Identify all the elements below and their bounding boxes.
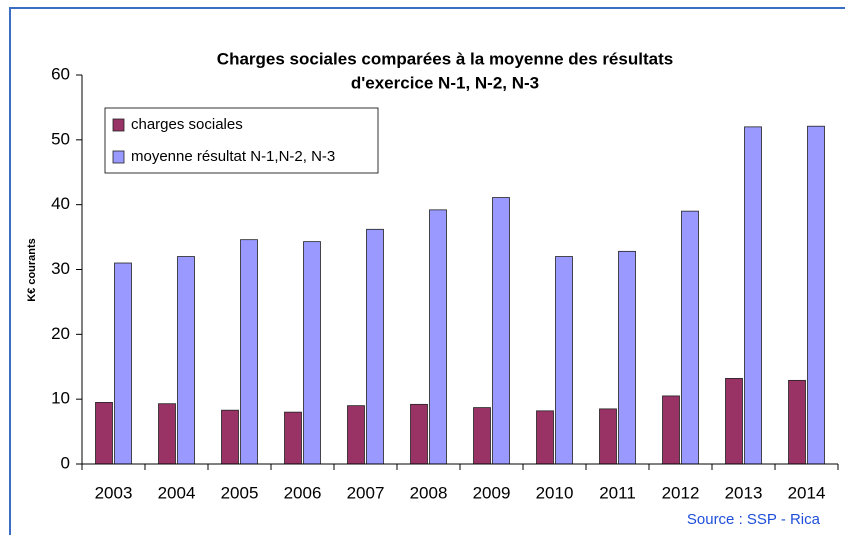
y-tick-label: 50 [51, 129, 70, 148]
x-tick-label: 2014 [788, 483, 826, 502]
chart-title: Charges sociales comparées à la moyenne … [217, 49, 673, 68]
y-axis-label: K€ courants [26, 238, 38, 302]
x-tick-label: 2006 [284, 483, 322, 502]
bar [725, 378, 743, 465]
x-tick-label: 2013 [725, 483, 763, 502]
bar [177, 256, 195, 465]
bar [492, 197, 510, 465]
x-tick-label: 2012 [662, 483, 700, 502]
frame [9, 7, 845, 535]
y-tick-label: 0 [61, 453, 70, 472]
bar [807, 125, 825, 465]
bar [788, 379, 806, 465]
legend-label: charges sociales [131, 116, 243, 133]
x-tick-label: 2007 [347, 483, 385, 502]
bar [555, 256, 573, 465]
source: Source : SSP - Rica [687, 511, 821, 528]
chart-title: d'exercice N-1, N-2, N-3 [351, 73, 539, 92]
bar [366, 228, 384, 465]
bar [473, 407, 491, 465]
legend-box [104, 107, 379, 174]
bar [599, 408, 617, 465]
legend-swatch [112, 118, 125, 132]
y-tick-label: 10 [51, 389, 70, 408]
x-tick-label: 2010 [536, 483, 574, 502]
bar [221, 409, 239, 465]
bar [240, 239, 258, 465]
x-tick-label: 2011 [599, 483, 636, 502]
y-tick-label: 40 [51, 194, 70, 213]
bar [681, 210, 699, 465]
bar [303, 241, 321, 465]
legend-label: moyenne résultat N-1,N-2, N-3 [131, 148, 335, 165]
bar [536, 410, 554, 465]
x-tick-label: 2005 [221, 483, 259, 502]
x-tick-label: 2004 [158, 483, 196, 502]
x-tick-label: 2009 [473, 483, 511, 502]
y-tick-label: 60 [51, 64, 70, 83]
bar [410, 403, 428, 465]
y-tick-label: 30 [51, 259, 70, 278]
bar [744, 126, 762, 465]
x-tick-label: 2008 [410, 483, 448, 502]
bar [662, 395, 680, 465]
legend-swatch [112, 150, 125, 164]
bar [114, 262, 132, 465]
x-tick-label: 2003 [95, 483, 133, 502]
bar [347, 405, 365, 465]
bar [158, 403, 176, 465]
bar [284, 411, 302, 465]
y-tick-label: 20 [51, 324, 70, 343]
bar [618, 250, 636, 465]
bar [429, 209, 447, 465]
bar [95, 402, 113, 465]
